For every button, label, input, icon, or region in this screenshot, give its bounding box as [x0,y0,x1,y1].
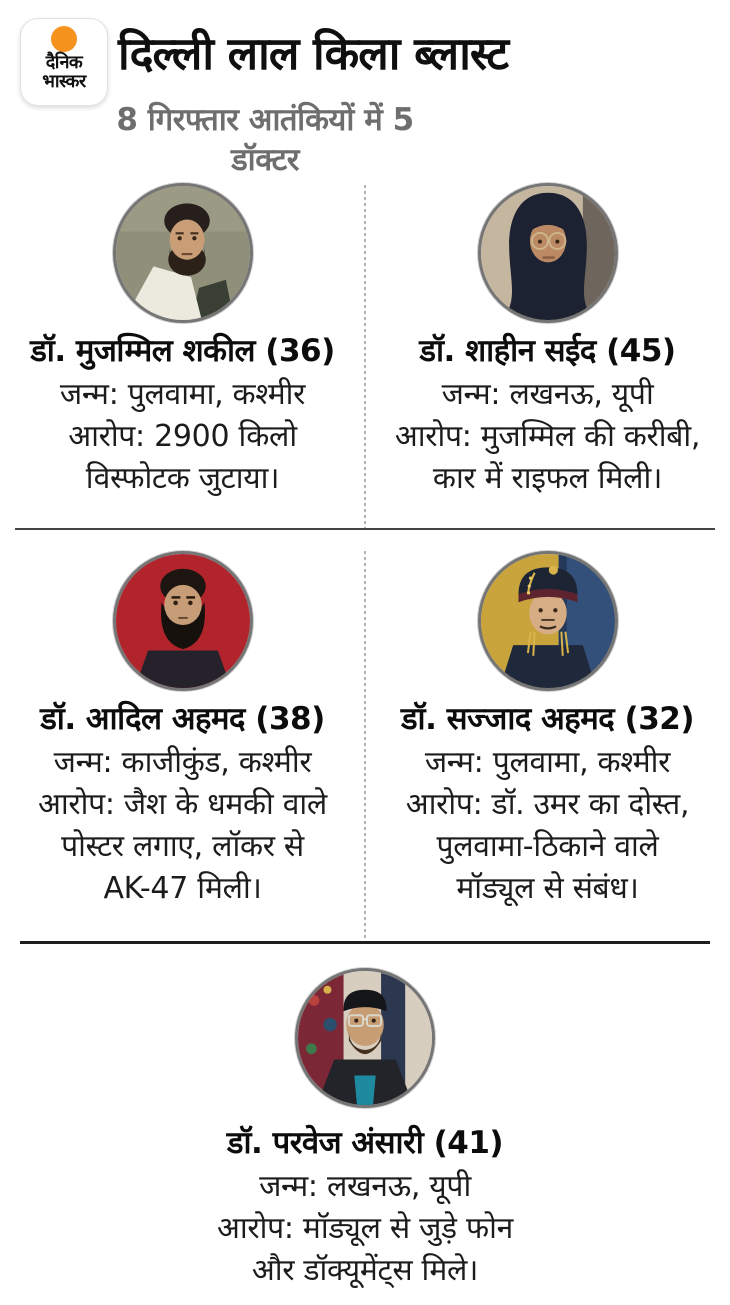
dotted-column-divider-row2 [364,551,366,942]
person-name: डॉ. सज्जाद अहमद (32) [400,701,695,737]
person-avatar-illustration [480,554,615,688]
horizontal-divider-1 [15,528,715,530]
person-avatar-illustration [115,186,250,320]
person-details: जन्म: पुलवामा, कश्मीर आरोप: डॉ. उमर का दो… [405,742,690,910]
bhaskar-sun-icon [51,26,77,52]
dainik-bhaskar-logo: दैनिक भास्कर [20,18,108,106]
person-card-shaheen: डॉ. शाहीन सईद (45) जन्म: लखनऊ, यूपी आरोप:… [365,183,730,500]
horizontal-divider-2 [20,941,710,944]
person-card-adil: डॉ. आदिल अहमद (38) जन्म: काजीकुंड, कश्मी… [0,551,365,910]
detail-line: पोस्टर लगाए, लॉकर से [61,829,304,864]
detail-line: AK-47 मिली। [103,871,262,906]
detail-line: और डॉक्यूमेंट्स मिले। [251,1253,479,1288]
person-photo [477,551,618,691]
person-name: डॉ. आदिल अहमद (38) [40,701,325,737]
person-photo [295,968,435,1108]
detail-line: जन्म: लखनऊ, यूपी [259,1169,471,1204]
detail-line: जन्म: पुलवामा, कश्मीर [59,377,306,412]
person-details: जन्म: पुलवामा, कश्मीर आरोप: 2900 किलो विस्… [59,374,306,500]
detail-line: आरोप: मॉड्यूल से जुड़े फोन [217,1211,513,1246]
detail-line: जन्म: काजीकुंड, कश्मीर [53,745,312,780]
person-avatar-illustration [115,554,250,688]
logo-line-1: दैनिक [45,52,83,73]
cards-row-1: डॉ. मुजम्मिल शकील (36) जन्म: पुलवामा, कश… [0,183,730,500]
person-name: डॉ. मुजम्मिल शकील (36) [30,333,335,369]
detail-line: मॉड्यूल से संबंध। [456,871,639,906]
person-details: जन्म: लखनऊ, यूपी आरोप: मॉड्यूल से जुड़े फ… [217,1166,513,1292]
person-photo [112,183,253,323]
person-avatar-illustration [298,971,432,1105]
cards-row-3: डॉ. परवेज अंसारी (41) जन्म: लखनऊ, यूपी आर… [0,968,730,1292]
person-name: डॉ. शाहीन सईद (45) [419,333,676,369]
page-title: दिल्ली लाल किला ब्लास्ट [118,27,509,80]
detail-line: आरोप: जैश के धमकी वाले [38,787,327,822]
person-details: जन्म: लखनऊ, यूपी आरोप: मुजम्मिल की करीबी,… [394,374,701,500]
detail-line: आरोप: डॉ. उमर का दोस्त, [405,787,690,822]
person-photo [112,551,253,691]
person-card-sajjad: डॉ. सज्जाद अहमद (32) जन्म: पुलवामा, कश्म… [365,551,730,910]
detail-line: आरोप: 2900 किलो [68,419,297,454]
logo-line-2: भास्कर [42,71,86,92]
person-photo [477,183,618,323]
person-details: जन्म: काजीकुंड, कश्मीर आरोप: जैश के धमकी … [38,742,327,910]
person-card-parvez: डॉ. परवेज अंसारी (41) जन्म: लखनऊ, यूपी आर… [0,968,730,1292]
detail-line: जन्म: पुलवामा, कश्मीर [424,745,671,780]
detail-line: आरोप: मुजम्मिल की करीबी, [394,419,701,454]
detail-line: विस्फोटक जुटाया। [85,461,280,496]
logo-wordmark: दैनिक भास्कर [42,53,86,91]
dotted-column-divider-row1 [364,185,366,528]
cards-row-2: डॉ. आदिल अहमद (38) जन्म: काजीकुंड, कश्मी… [0,551,730,910]
person-avatar-illustration [480,186,615,320]
page-subtitle: 8 गिरफ्तार आतंकियों में 5 डॉक्टर [116,102,414,178]
detail-line: कार में राइफल मिली। [432,461,663,496]
detail-line: जन्म: लखनऊ, यूपी [441,377,654,412]
person-card-muzammil: डॉ. मुजम्मिल शकील (36) जन्म: पुलवामा, कश… [0,183,365,500]
person-name: डॉ. परवेज अंसारी (41) [226,1125,504,1161]
detail-line: पुलवामा-ठिकाने वाले [436,829,659,864]
